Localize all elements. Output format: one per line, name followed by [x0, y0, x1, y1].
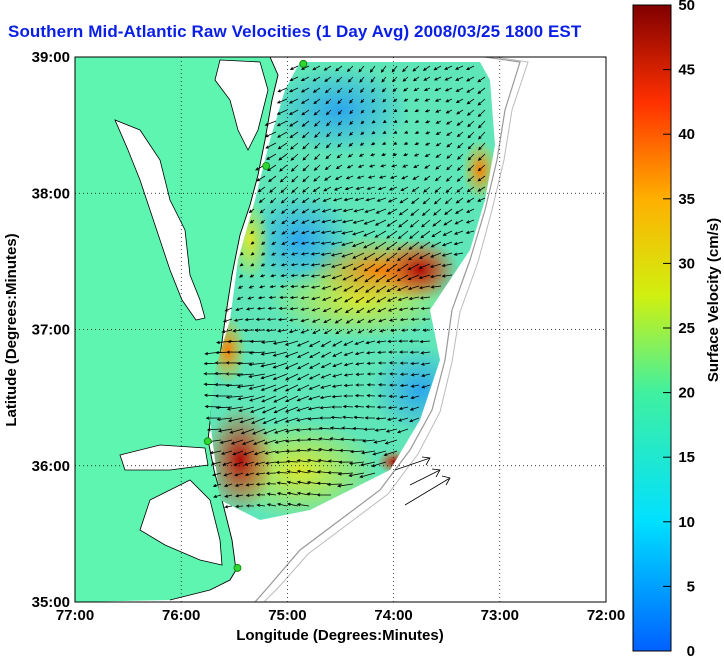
y-axis: 39:00 38:00 37:00 36:00 35:00: [32, 49, 70, 611]
colorbar-tick-label: 20: [678, 385, 695, 402]
colorbar-tick-label: 10: [678, 514, 695, 531]
bathymetry-line: [254, 57, 521, 602]
x-tick-label: 75:00: [268, 607, 306, 624]
x-tick-label: 72:00: [587, 607, 625, 624]
x-tick-label: 76:00: [162, 607, 200, 624]
y-axis-label: Latitude (Degrees:Minutes): [3, 233, 20, 426]
bathymetry-line: [263, 57, 529, 602]
colorbar-tick-label: 50: [678, 0, 695, 14]
delaware-bay: [214, 59, 269, 151]
colorbar-tick-label: 0: [687, 643, 695, 659]
y-tick-label: 37:00: [32, 322, 70, 339]
colorbar-tick-label: 40: [678, 126, 695, 143]
y-tick-label: 38:00: [32, 185, 70, 202]
colorbar-tick-label: 25: [678, 320, 695, 337]
colorbar-label: Surface Velocity (cm/s): [705, 218, 722, 382]
radar-station-marker: [299, 59, 308, 68]
albemarle-sound: [119, 444, 209, 471]
colorbar-tick-label: 15: [678, 449, 695, 466]
velocity-arrow-set: [203, 65, 486, 509]
radar-station-marker: [203, 437, 212, 446]
grid-lines: [75, 57, 606, 602]
colorbar-tick-label: 5: [687, 578, 695, 595]
y-tick-label: 39:00: [32, 49, 70, 66]
chesapeake-bay: [114, 119, 206, 321]
y-tick-label: 36:00: [32, 458, 70, 475]
x-axis-label: Longitude (Degrees:Minutes): [236, 627, 444, 644]
colorbar-tick-label: 45: [678, 62, 695, 79]
radar-station-marker: [262, 162, 271, 170]
plot-frame: [74, 56, 607, 603]
map-title: Southern Mid-Atlantic Raw Velocities (1 …: [8, 22, 582, 41]
radar-station-marker: [233, 564, 242, 572]
y-tick-label: 35:00: [32, 594, 70, 611]
colorbar-tick-label: 30: [678, 255, 695, 272]
radar-stations: [203, 59, 308, 572]
colorbar-tick-label: 35: [678, 191, 695, 208]
x-tick-label: 74:00: [374, 607, 412, 624]
x-tick-label: 73:00: [481, 607, 519, 624]
x-tick-label: 77:00: [56, 607, 94, 624]
velocity-arrows: [203, 65, 486, 509]
x-axis: 77:00 76:00 75:00 74:00 73:00 72:00: [56, 607, 625, 624]
pamlico-sound: [139, 479, 223, 566]
